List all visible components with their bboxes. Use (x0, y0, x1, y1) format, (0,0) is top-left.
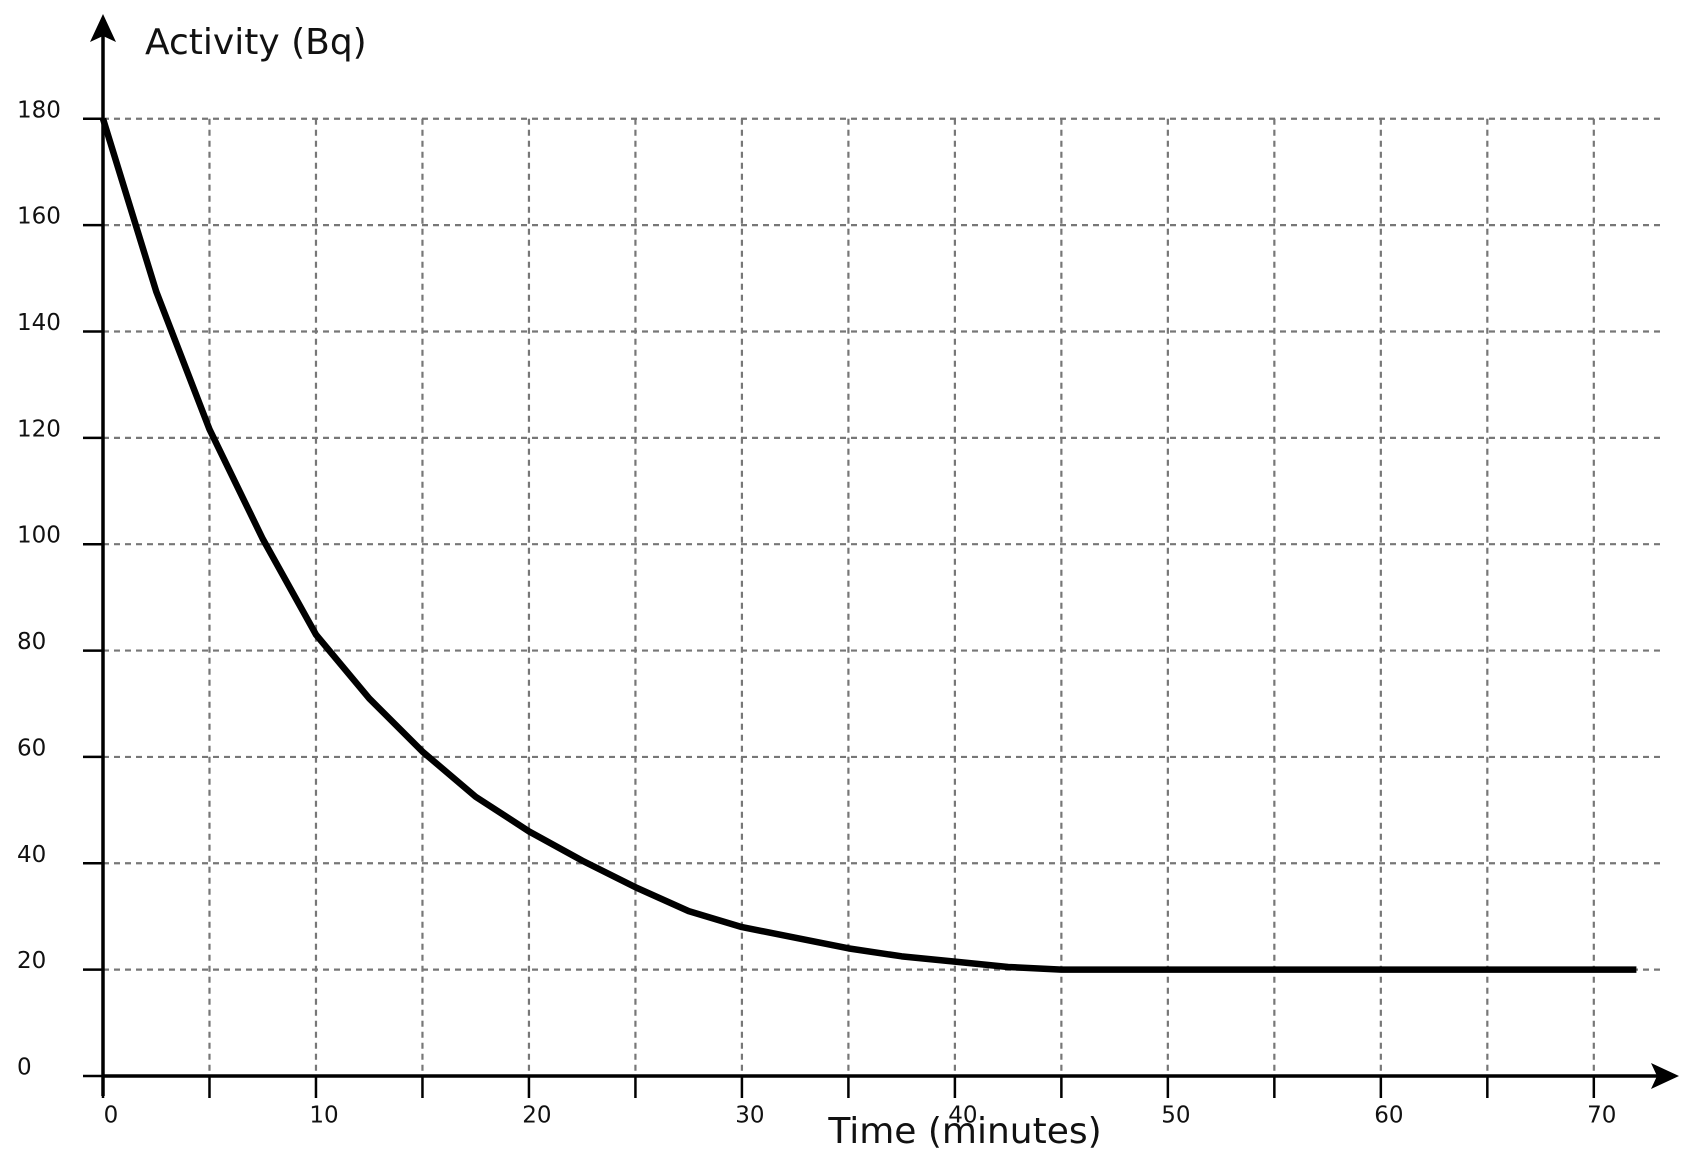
line-series (99, 117, 1637, 973)
y-tick-label: 100 (17, 523, 61, 549)
y-tick-label: 0 (17, 1055, 32, 1081)
x-tick-label: 50 (1161, 1103, 1190, 1129)
x-tick-label: 70 (1587, 1103, 1616, 1129)
y-axis-label: Activity (Bq) (145, 22, 367, 63)
x-tick-label: 60 (1374, 1103, 1403, 1129)
y-tick-label: 20 (17, 948, 46, 974)
y-tick-label: 60 (17, 735, 46, 761)
x-tick-label: 0 (104, 1103, 119, 1129)
x-tick-label: 40 (948, 1103, 977, 1129)
y-tick-label: 140 (17, 310, 61, 336)
y-tick-label: 40 (17, 842, 46, 868)
x-axis-arrow (1651, 1063, 1679, 1089)
y-tick-label: 160 (17, 204, 61, 230)
x-tick-label: 30 (735, 1103, 764, 1129)
y-axis-arrow (90, 14, 116, 42)
x-tick-label: 10 (309, 1103, 338, 1129)
y-tick-label: 80 (17, 629, 46, 655)
y-tick-label: 180 (17, 97, 61, 123)
y-tick-label: 120 (17, 416, 61, 442)
x-axis-label: Time (minutes) (827, 1111, 1101, 1152)
x-tick-label: 20 (522, 1103, 551, 1129)
